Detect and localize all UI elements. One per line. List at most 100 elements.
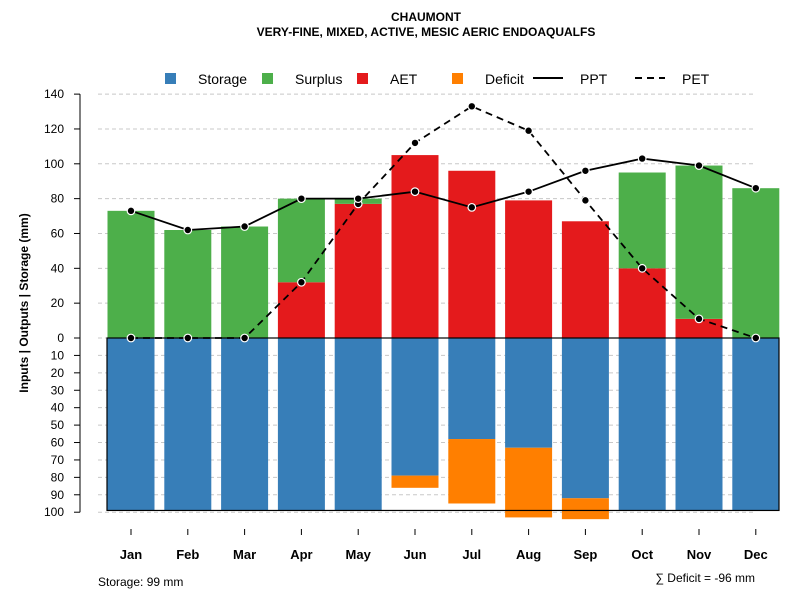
pet-point — [751, 333, 761, 343]
y-tick-label: 80 — [51, 192, 65, 206]
x-tick-label: May — [346, 547, 372, 562]
aet-legend-swatch — [357, 73, 368, 84]
x-tick-label: Oct — [631, 547, 653, 562]
x-tick-label: Aug — [516, 547, 541, 562]
pet-point — [637, 263, 647, 273]
ppt-legend-label: PPT — [580, 71, 608, 87]
y-tick-label: 60 — [51, 226, 65, 240]
y-tick-label: 90 — [51, 488, 65, 502]
storage-bar — [277, 338, 325, 511]
deficit-bar — [391, 475, 439, 488]
y-tick-label: 70 — [51, 453, 65, 467]
pet-point — [183, 333, 193, 343]
surplus-legend-swatch — [262, 73, 273, 84]
y-tick-label: 100 — [44, 505, 64, 519]
storage-bar — [164, 338, 212, 511]
ppt-line — [130, 157, 757, 231]
y-tick-label: 120 — [44, 122, 64, 136]
y-tick-label: 60 — [51, 436, 65, 450]
surplus-bar — [277, 198, 325, 283]
storage-bar — [107, 338, 155, 511]
x-tick-label: Mar — [233, 547, 256, 562]
storage-annotation: Storage: 99 mm — [98, 575, 183, 589]
y-tick-label: 50 — [51, 418, 65, 432]
x-tick-label: Jun — [403, 547, 426, 562]
surplus-legend-label: Surplus — [295, 71, 342, 87]
pet-point — [240, 333, 250, 343]
storage-bar — [334, 338, 382, 511]
surplus-bar — [732, 188, 780, 338]
y-tick-label: 10 — [51, 348, 65, 362]
storage-bar — [732, 338, 780, 511]
deficit-bar — [448, 439, 496, 504]
x-tick-label: Jan — [120, 547, 142, 562]
y-tick-label: 80 — [51, 470, 65, 484]
aet-bar — [334, 203, 382, 338]
storage-bar — [391, 338, 439, 476]
ppt-point — [353, 194, 363, 204]
x-tick-label: Sep — [573, 547, 597, 562]
pet-point — [126, 333, 136, 343]
ppt-point — [126, 206, 136, 216]
x-tick-label: Dec — [744, 547, 768, 562]
deficit-legend-swatch — [452, 73, 463, 84]
pet-point — [694, 314, 704, 324]
ppt-point — [694, 161, 704, 170]
y-tick-label: 40 — [51, 261, 65, 275]
storage-bar — [675, 338, 723, 511]
ppt-point — [524, 187, 533, 197]
surplus-bar — [107, 210, 155, 338]
aet-legend-label: AET — [390, 71, 418, 87]
storage-legend-swatch — [165, 73, 176, 84]
storage-bar — [221, 338, 269, 511]
pet-point — [410, 138, 420, 148]
deficit-annotation: ∑ Deficit = -96 mm — [655, 571, 755, 585]
surplus-bar — [221, 226, 269, 338]
deficit-legend-label: Deficit — [485, 71, 524, 87]
aet-bar — [391, 155, 439, 338]
x-tick-label: Nov — [687, 547, 712, 562]
ppt-point — [240, 222, 250, 231]
surplus-bar — [618, 172, 666, 269]
pet-point — [524, 126, 533, 136]
y-tick-label: 20 — [51, 366, 65, 380]
aet-bar — [448, 170, 496, 338]
ppt-point — [751, 183, 761, 193]
y-tick-label: 100 — [44, 157, 64, 171]
chart-title: CHAUMONT — [391, 10, 462, 24]
ppt-point — [297, 194, 306, 204]
x-tick-label: Feb — [176, 547, 199, 562]
aet-bar — [505, 200, 553, 338]
storage-bar — [505, 338, 553, 448]
storage-bar — [618, 338, 666, 511]
x-tick-label: Jul — [462, 547, 481, 562]
y-tick-label: 40 — [51, 401, 65, 415]
storage-legend-label: Storage — [198, 71, 247, 87]
aet-bar — [277, 282, 325, 338]
ppt-point — [410, 187, 420, 197]
aet-bar — [561, 221, 609, 338]
ppt-point — [581, 166, 590, 176]
ppt-point — [467, 202, 477, 212]
chart-subtitle: VERY-FINE, MIXED, ACTIVE, MESIC AERIC EN… — [257, 25, 596, 39]
storage-bar — [448, 338, 496, 440]
y-tick-label: 20 — [51, 296, 65, 310]
y-axis-label: Inputs | Outputs | Storage (mm) — [17, 213, 31, 392]
pet-point — [581, 195, 590, 205]
deficit-bar — [561, 498, 609, 520]
deficit-bar — [505, 447, 553, 518]
aet-bar — [618, 268, 666, 338]
pet-point — [297, 277, 306, 287]
y-tick-label: 0 — [57, 331, 64, 345]
pet-legend-label: PET — [682, 71, 710, 87]
ppt-point — [637, 154, 647, 163]
x-tick-label: Apr — [290, 547, 312, 562]
y-tick-label: 140 — [44, 87, 64, 101]
storage-bar — [561, 338, 609, 499]
pet-point — [467, 101, 477, 111]
y-tick-label: 30 — [51, 383, 65, 397]
surplus-bar — [675, 165, 723, 319]
ppt-point — [183, 225, 193, 235]
